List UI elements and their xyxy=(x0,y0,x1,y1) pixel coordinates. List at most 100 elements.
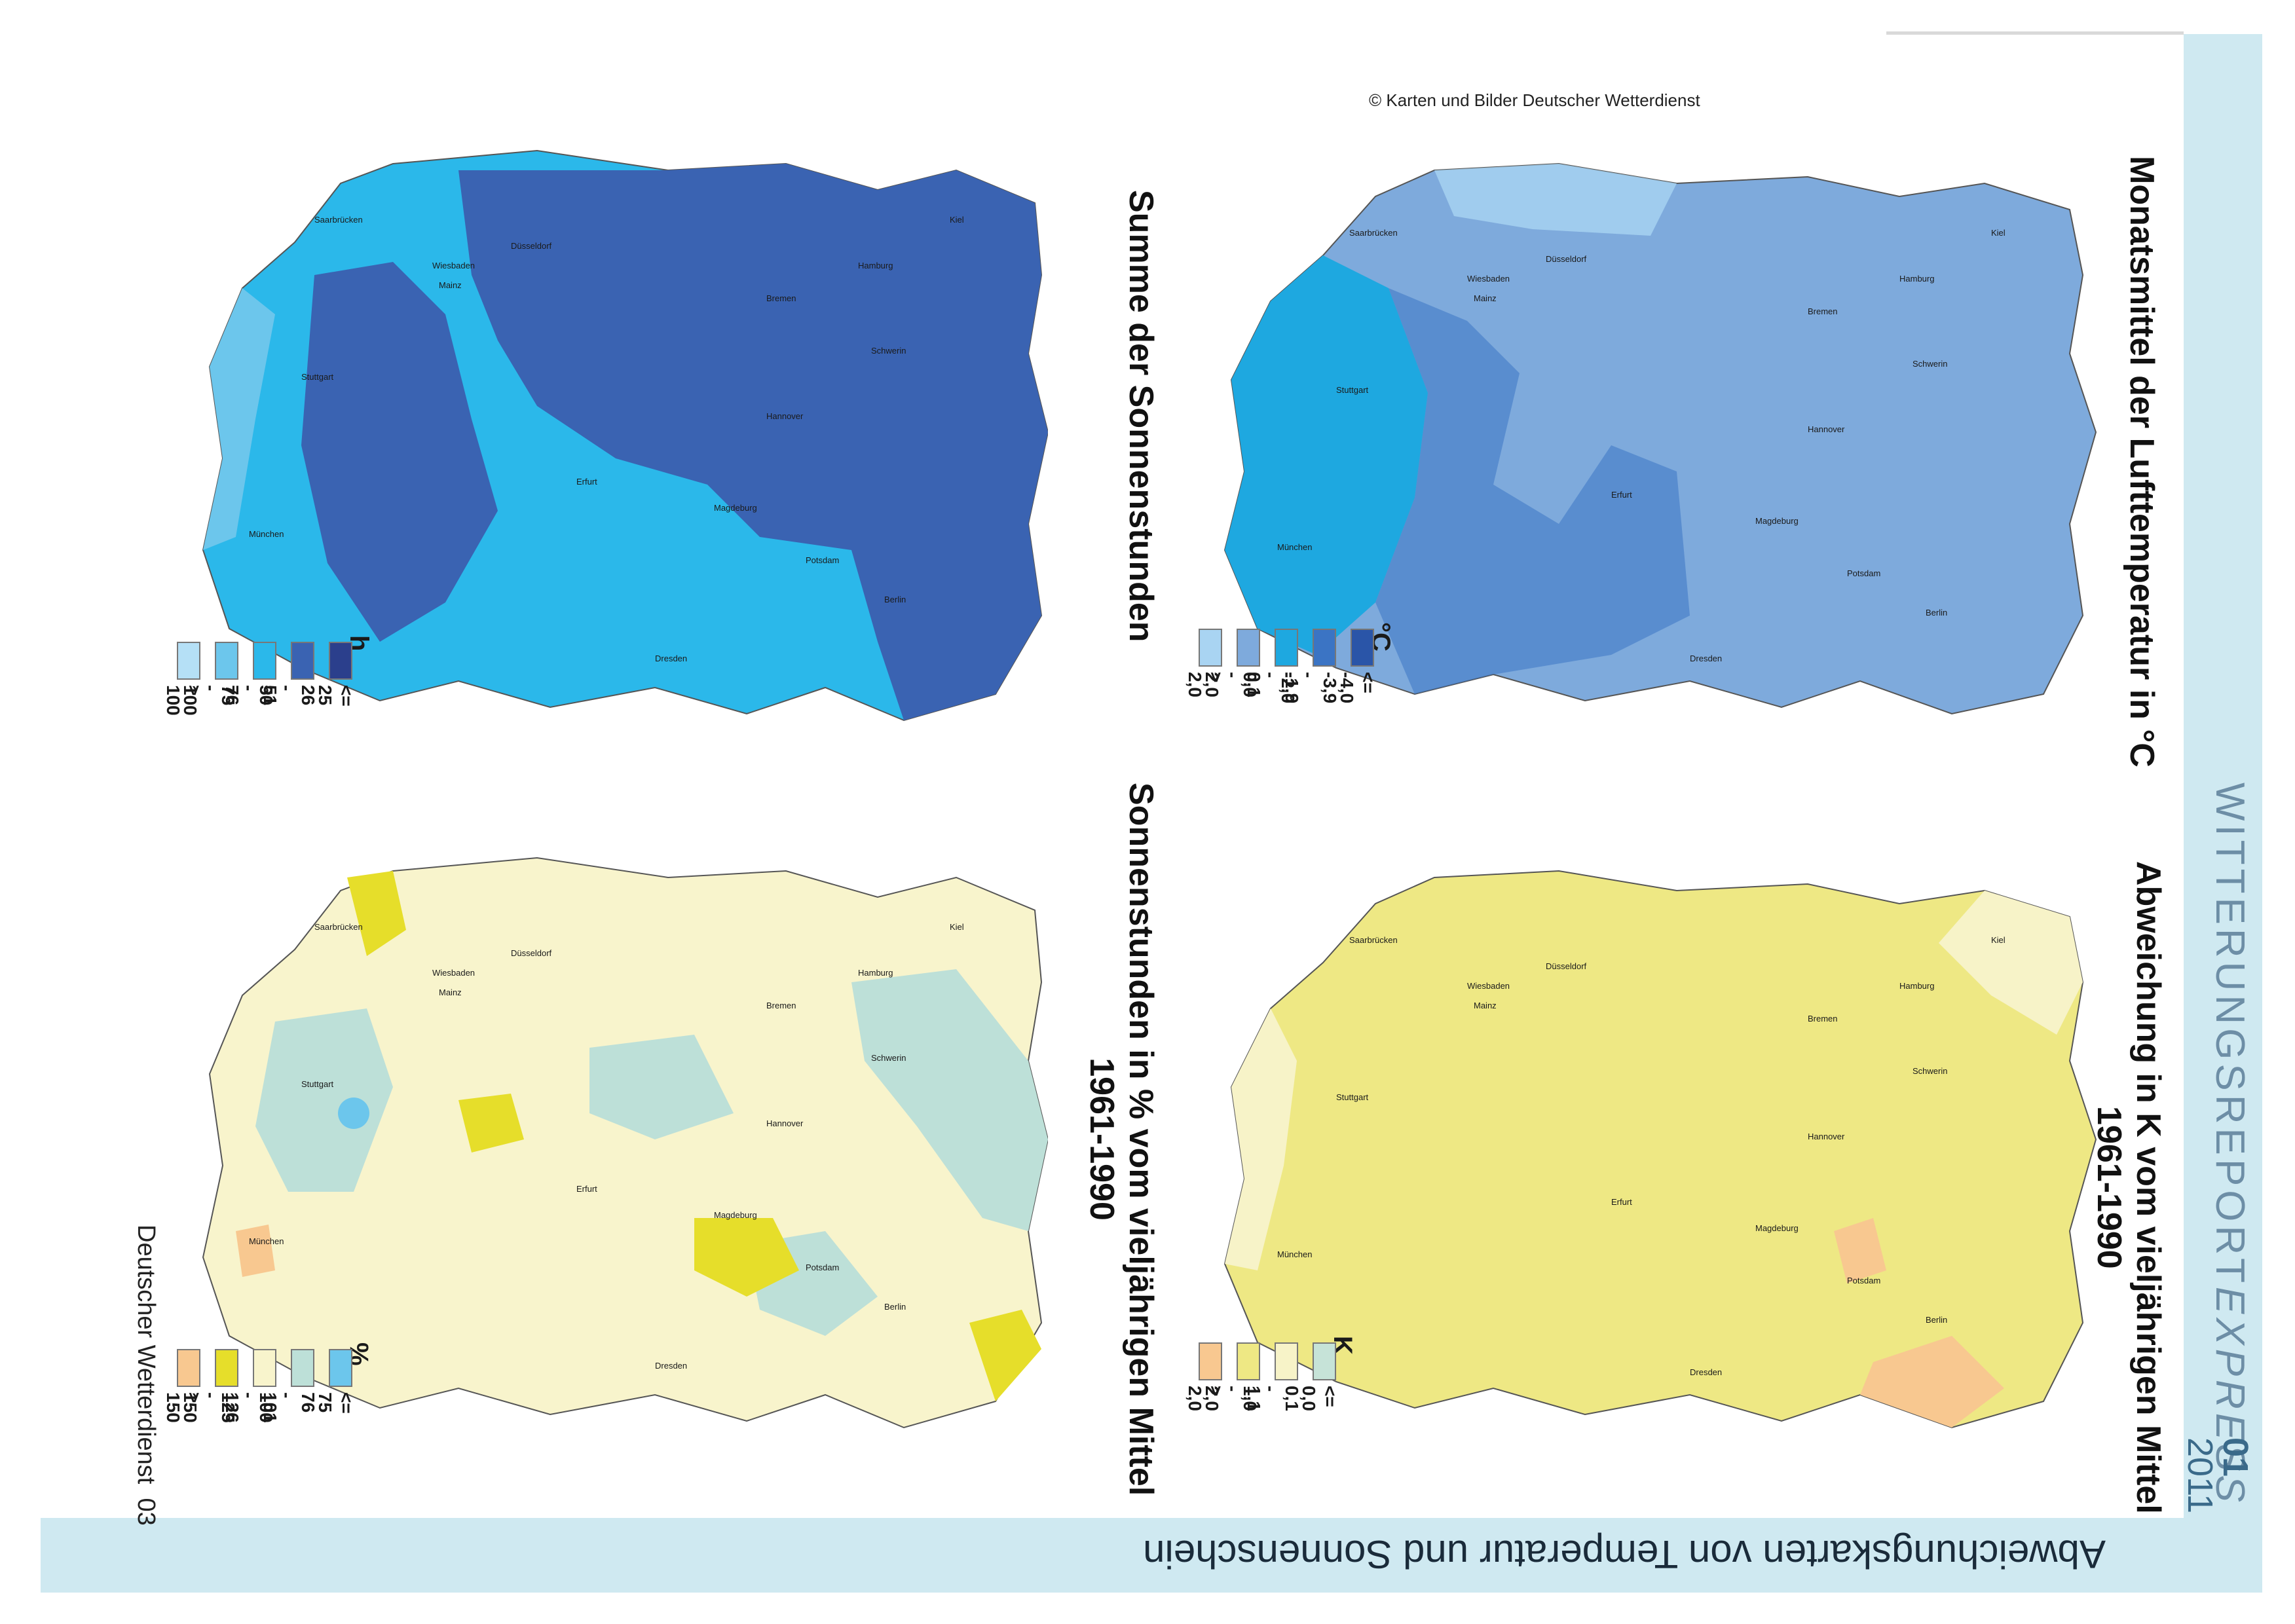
city-label: Schwerin xyxy=(1912,359,1947,369)
legend-swatch xyxy=(291,642,314,680)
legend-swatch xyxy=(177,642,200,680)
city-label: Kiel xyxy=(950,922,964,932)
sun-anomaly-peak-zone xyxy=(236,1225,275,1277)
city-label: Wiesbaden xyxy=(1467,274,1510,284)
legend-swatch xyxy=(1351,629,1374,667)
city-label: Erfurt xyxy=(576,477,597,487)
city-label: München xyxy=(1277,542,1312,552)
issue-label: 01 2011 xyxy=(2180,1437,2255,1514)
city-label: Stuttgart xyxy=(1336,385,1369,395)
temperature-zone-mid xyxy=(1375,288,1690,694)
legend-swatch xyxy=(1237,1342,1260,1380)
city-label: Bremen xyxy=(1808,306,1838,316)
city-label: Saarbrücken xyxy=(314,922,363,932)
legend-label: <= 0,0 xyxy=(1299,1386,1340,1411)
issue-number: 01 xyxy=(2216,1437,2255,1477)
temp-anomaly-warm-zone-2 xyxy=(1834,1218,1886,1283)
city-label: Hannover xyxy=(1808,1132,1845,1141)
sun-anomaly-low-spot xyxy=(338,1098,369,1129)
sun-anomaly-cities: Kiel Hamburg Schwerin Bremen Hannover Be… xyxy=(249,922,964,1371)
legend-label: > 100 xyxy=(163,685,204,716)
city-label: Magdeburg xyxy=(714,1210,757,1220)
city-label: Stuttgart xyxy=(301,1079,334,1089)
sun-anomaly-map: Kiel Hamburg Schwerin Bremen Hannover Be… xyxy=(202,857,1048,1429)
city-label: Mainz xyxy=(439,280,462,290)
city-label: Düsseldorf xyxy=(1546,254,1587,264)
city-label: Potsdam xyxy=(806,1263,839,1272)
city-label: Wiesbaden xyxy=(1467,981,1510,991)
legend-swatch xyxy=(215,642,238,680)
legend-label: > 2,0 xyxy=(1185,1386,1226,1411)
legend-swatch xyxy=(1313,629,1336,667)
temp-anomaly-low-zone-west xyxy=(1225,1008,1297,1270)
city-label: Hannover xyxy=(766,411,804,421)
page-footer: Deutscher Wetterdienst 03 xyxy=(132,1225,160,1526)
city-label: München xyxy=(249,1236,284,1246)
legend-swatch xyxy=(253,1349,276,1387)
city-label: Kiel xyxy=(1991,228,2006,238)
temp-anomaly-low-zone xyxy=(1939,891,2083,1035)
city-label: Schwerin xyxy=(1912,1066,1947,1076)
city-label: Dresden xyxy=(1690,1367,1722,1377)
city-label: Magdeburg xyxy=(1755,1223,1799,1233)
temperature-map: Kiel Hamburg Schwerin Bremen Hannover Be… xyxy=(1223,162,2097,715)
city-label: Mainz xyxy=(439,987,462,997)
city-label: Erfurt xyxy=(1611,1197,1632,1207)
legend-swatch xyxy=(177,1349,200,1387)
series-title: WITTERUNGSREPORTEXPRESS xyxy=(2207,783,2253,1506)
legend-label: > 150 xyxy=(163,1392,204,1423)
series-prefix: WITTERUNGSREPORT xyxy=(2207,783,2252,1287)
legend-swatch xyxy=(291,1349,314,1387)
legend-swatch xyxy=(215,1349,238,1387)
city-label: Hamburg xyxy=(858,968,893,978)
city-label: Düsseldorf xyxy=(511,948,552,958)
city-label: Dresden xyxy=(655,1361,687,1371)
legend-swatch xyxy=(1237,629,1260,667)
bottom-band xyxy=(41,1518,2262,1593)
city-label: Mainz xyxy=(1474,1001,1497,1010)
page-number: 03 xyxy=(132,1498,160,1526)
legend-swatch xyxy=(1199,1342,1222,1380)
legend-label: <= 75 xyxy=(315,1392,356,1414)
city-label: Düsseldorf xyxy=(511,241,552,251)
city-label: Hannover xyxy=(1808,424,1845,434)
city-label: Hamburg xyxy=(858,261,893,270)
city-label: Stuttgart xyxy=(301,372,334,382)
city-label: Mainz xyxy=(1474,293,1497,303)
temperature-warm-zone xyxy=(1434,164,1677,236)
sun-anomaly-zone-b xyxy=(255,1008,393,1192)
top-rule xyxy=(1886,31,2184,35)
sunshine-dark-zone xyxy=(458,164,1048,720)
legend-swatch xyxy=(1275,629,1298,667)
city-label: München xyxy=(249,529,284,539)
legend-label: <= -4,0 xyxy=(1337,672,1378,704)
city-label: Magdeburg xyxy=(714,503,757,513)
footer-text: Deutscher Wetterdienst xyxy=(132,1225,160,1485)
temp-anomaly-warm-zone xyxy=(1860,1336,2004,1428)
city-label: Berlin xyxy=(884,1302,906,1312)
city-label: Hannover xyxy=(766,1118,804,1128)
legend-swatch xyxy=(329,642,352,680)
city-label: Erfurt xyxy=(1611,490,1632,500)
temp-anomaly-map: Kiel Hamburg Schwerin Bremen Hannover Be… xyxy=(1223,870,2097,1429)
sun-anomaly-high-zone xyxy=(458,1094,524,1153)
city-label: Hamburg xyxy=(1899,981,1934,991)
sun-anomaly-zone-c xyxy=(589,1035,734,1139)
city-label: Wiesbaden xyxy=(432,261,475,270)
city-label: Kiel xyxy=(1991,935,2006,945)
city-label: Stuttgart xyxy=(1336,1092,1369,1102)
sunshine-darkest-zone xyxy=(301,262,498,642)
legend-swatch xyxy=(329,1349,352,1387)
sunshine-light-zone xyxy=(203,288,275,550)
legend-label: > 2,0 xyxy=(1185,672,1226,697)
temp-anomaly-cities: Kiel Hamburg Schwerin Bremen Hannover Be… xyxy=(1277,935,2006,1377)
city-label: Dresden xyxy=(655,654,687,663)
city-label: Bremen xyxy=(1808,1014,1838,1024)
sun-anomaly-high-zone-4 xyxy=(969,1310,1041,1401)
legend-label: <= 25 xyxy=(315,685,356,707)
sunshine-map: Kiel Hamburg Schwerin Bremen Hannover Be… xyxy=(202,149,1048,722)
city-label: München xyxy=(1277,1249,1312,1259)
issue-year: 2011 xyxy=(2180,1437,2220,1514)
city-label: Erfurt xyxy=(576,1184,597,1194)
city-label: Düsseldorf xyxy=(1546,961,1587,971)
